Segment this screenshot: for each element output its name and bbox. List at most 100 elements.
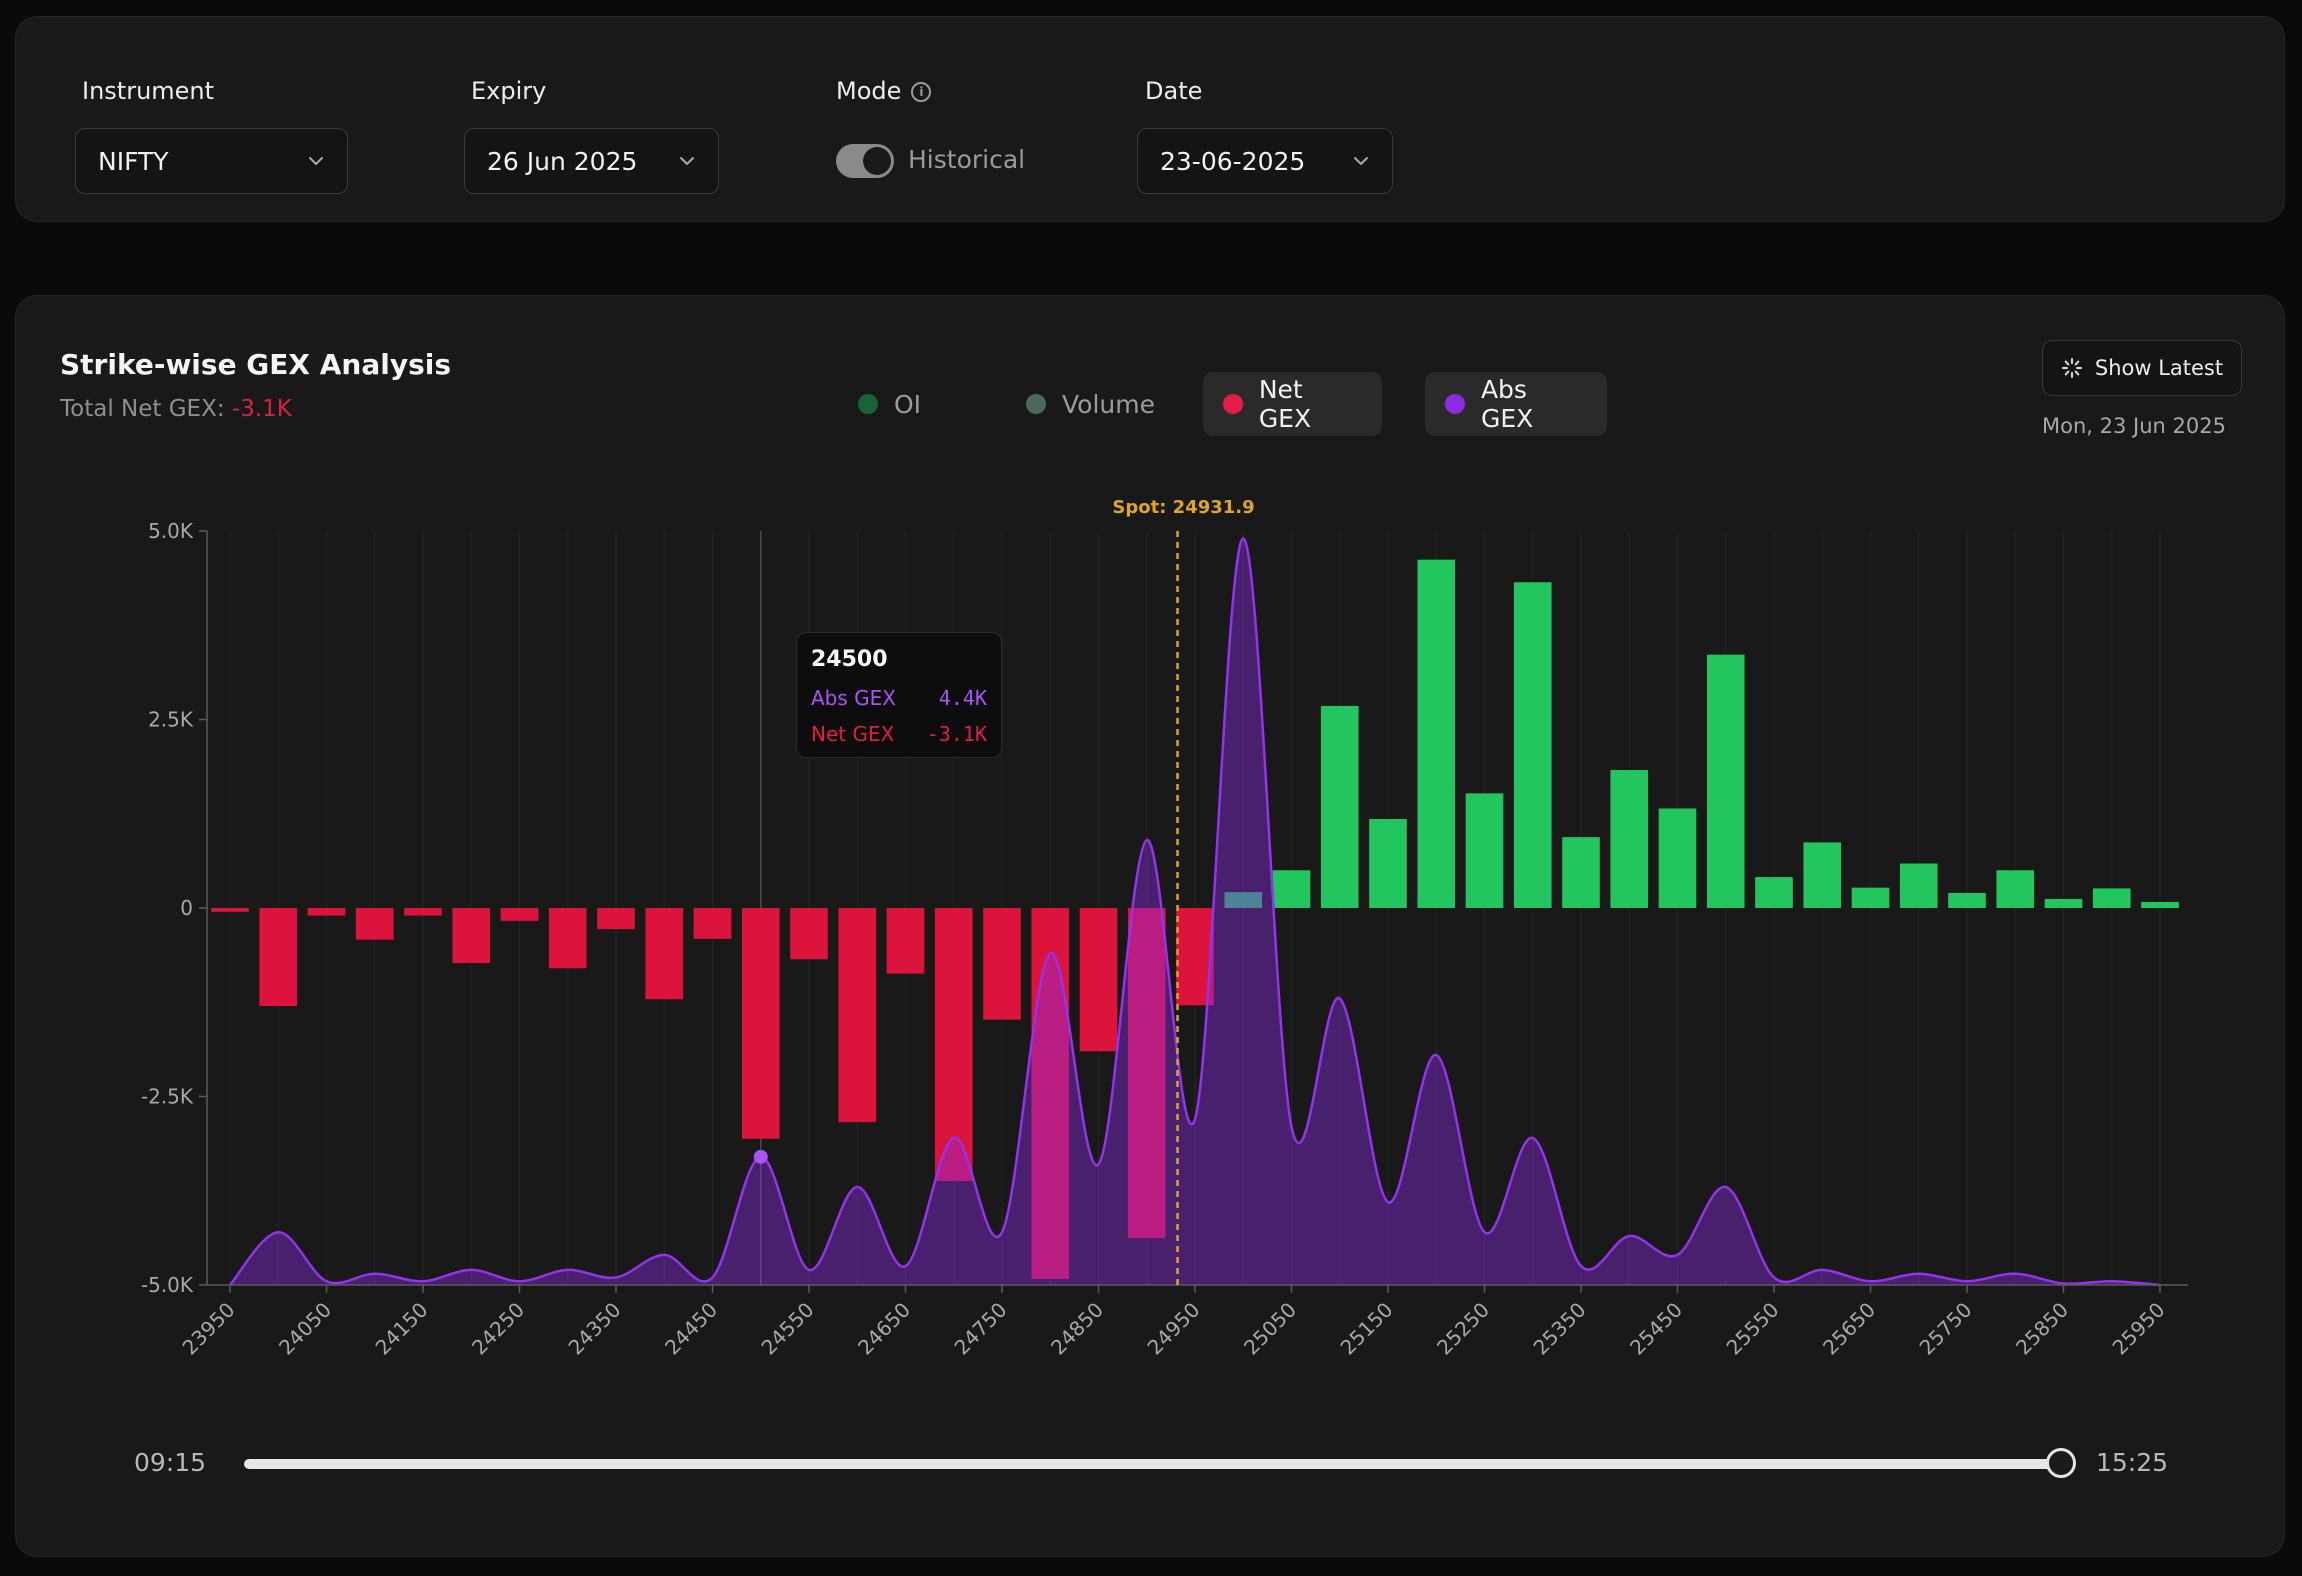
chart-tooltip: 24500 Abs GEX 4.4K Net GEX -3.1K bbox=[796, 632, 1002, 758]
date-display: Mon, 23 Jun 2025 bbox=[2042, 414, 2226, 438]
y-tick-label: -5.0K bbox=[141, 1273, 194, 1297]
x-tick-label: 25850 bbox=[2011, 1298, 2073, 1360]
x-tick-label: 25750 bbox=[1915, 1298, 1977, 1360]
legend-oi[interactable]: OI bbox=[838, 372, 941, 436]
time-slider-thumb[interactable] bbox=[2046, 1448, 2076, 1478]
net-gex-bar bbox=[1127, 908, 1166, 1239]
net-gex-bar bbox=[886, 908, 925, 974]
y-tick-label: -2.5K bbox=[141, 1085, 194, 1109]
volume-dot-icon bbox=[1026, 394, 1046, 414]
show-latest-button[interactable]: Show Latest bbox=[2042, 340, 2242, 396]
x-tick-label: 24950 bbox=[1143, 1298, 1205, 1360]
net-gex-bar bbox=[307, 908, 346, 916]
net-gex-bar bbox=[1755, 877, 1793, 908]
historical-toggle[interactable] bbox=[836, 144, 894, 178]
net-gex-bar bbox=[1706, 654, 1745, 908]
legend-abs-gex[interactable]: Abs GEX bbox=[1425, 372, 1607, 436]
chart-title: Strike-wise GEX Analysis bbox=[60, 348, 452, 381]
time-slider-track[interactable] bbox=[244, 1459, 2062, 1469]
net-gex-bar bbox=[645, 908, 684, 1000]
x-tick-label: 25050 bbox=[1239, 1298, 1301, 1360]
instrument-select[interactable]: NIFTY bbox=[75, 128, 348, 194]
net-gex-bar bbox=[1513, 582, 1552, 908]
date-select[interactable]: 23-06-2025 bbox=[1137, 128, 1393, 194]
net-gex-bar bbox=[1899, 863, 1938, 908]
legend-net-gex[interactable]: Net GEX bbox=[1203, 372, 1382, 436]
net-gex-bar bbox=[1320, 705, 1359, 908]
date-label: Date bbox=[1145, 77, 1203, 105]
legend-volume[interactable]: Volume bbox=[1006, 372, 1175, 436]
total-net-gex: Total Net GEX: -3.1K bbox=[60, 396, 292, 422]
time-start-label: 09:15 bbox=[134, 1448, 207, 1477]
loader-icon bbox=[2061, 358, 2082, 378]
x-tick-label: 25950 bbox=[2108, 1298, 2170, 1360]
tooltip-strike: 24500 bbox=[811, 647, 888, 672]
net-gex-bar bbox=[2092, 888, 2131, 908]
legend-abs-gex-label: Abs GEX bbox=[1480, 375, 1534, 433]
mode-label-group: Mode i bbox=[836, 77, 932, 105]
toggle-knob bbox=[863, 147, 891, 175]
net-gex-bar bbox=[693, 908, 732, 939]
net-gex-bar bbox=[1465, 793, 1504, 908]
net-gex-bar bbox=[1610, 770, 1649, 908]
net-gex-bar bbox=[1996, 870, 2035, 908]
tooltip-abs-row: Abs GEX 4.4K bbox=[811, 680, 987, 716]
expiry-select[interactable]: 26 Jun 2025 bbox=[464, 128, 719, 194]
x-tick-label: 25650 bbox=[1818, 1298, 1880, 1360]
x-tick-label: 24150 bbox=[371, 1298, 433, 1360]
net-gex-bar bbox=[1079, 908, 1118, 1052]
net-gex-bar bbox=[548, 908, 587, 969]
net-gex-bar bbox=[404, 908, 442, 916]
net-gex-bar bbox=[1224, 892, 1263, 908]
net-gex-bar bbox=[597, 908, 635, 930]
net-gex-bar bbox=[2044, 898, 2083, 908]
instrument-label: Instrument bbox=[82, 77, 215, 105]
x-tick-label: 25350 bbox=[1529, 1298, 1591, 1360]
abs-gex-fill bbox=[230, 538, 2160, 1285]
tooltip-net-label: Net GEX bbox=[811, 722, 895, 746]
date-value: 23-06-2025 bbox=[1160, 146, 1306, 176]
oi-dot-icon bbox=[858, 394, 878, 414]
show-latest-label: Show Latest bbox=[2094, 356, 2224, 380]
historical-toggle-label: Historical bbox=[908, 145, 1026, 174]
legend-volume-label: Volume bbox=[1062, 389, 1155, 419]
net-gex-bar bbox=[1369, 819, 1407, 908]
y-tick-label: 2.5K bbox=[148, 708, 194, 732]
x-tick-label: 24050 bbox=[274, 1298, 336, 1360]
tooltip-abs-label: Abs GEX bbox=[811, 686, 896, 710]
chevron-down-icon bbox=[309, 157, 323, 165]
abs-gex-line bbox=[229, 537, 2161, 1287]
y-tick-label: 0 bbox=[180, 896, 193, 920]
net-gex-bar bbox=[838, 908, 877, 1123]
net-gex-bar bbox=[452, 908, 491, 964]
net-gex-bar bbox=[500, 908, 539, 921]
gex-chart-panel: Strike-wise GEX Analysis Total Net GEX: … bbox=[15, 295, 2285, 1557]
x-tick-label: 24850 bbox=[1046, 1298, 1108, 1360]
net-gex-bar bbox=[1658, 808, 1697, 908]
spot-label: Spot: 24931.9 bbox=[1112, 497, 1254, 518]
abs-gex-area bbox=[229, 537, 2161, 1287]
x-tick-label: 25150 bbox=[1336, 1298, 1398, 1360]
x-tick-label: 24250 bbox=[467, 1298, 529, 1360]
net-gex-bar bbox=[1948, 892, 1986, 908]
mode-label: Mode bbox=[836, 77, 902, 105]
net-gex-bar bbox=[259, 908, 298, 1007]
chevron-down-icon bbox=[1354, 157, 1368, 165]
legend-oi-label: OI bbox=[894, 389, 922, 419]
instrument-value: NIFTY bbox=[98, 146, 169, 176]
tooltip-net-row: Net GEX -3.1K bbox=[811, 716, 987, 752]
net-gex-bar bbox=[934, 908, 973, 1181]
x-tick-label: 24450 bbox=[660, 1298, 722, 1360]
total-net-gex-label: Total Net GEX: bbox=[60, 396, 225, 422]
info-icon[interactable]: i bbox=[911, 82, 932, 102]
x-tick-label: 23950 bbox=[178, 1298, 240, 1360]
spot-marker: Spot: 24931.9 bbox=[1112, 497, 1255, 1285]
x-tick-label: 24750 bbox=[950, 1298, 1012, 1360]
abs-gex-dot-icon bbox=[1445, 394, 1465, 414]
x-tick-label: 24550 bbox=[757, 1298, 819, 1360]
net-gex-bar bbox=[1272, 870, 1311, 908]
x-tick-label: 24350 bbox=[564, 1298, 626, 1360]
net-gex-bar bbox=[790, 908, 828, 960]
net-gex-bar bbox=[1031, 908, 1070, 1279]
